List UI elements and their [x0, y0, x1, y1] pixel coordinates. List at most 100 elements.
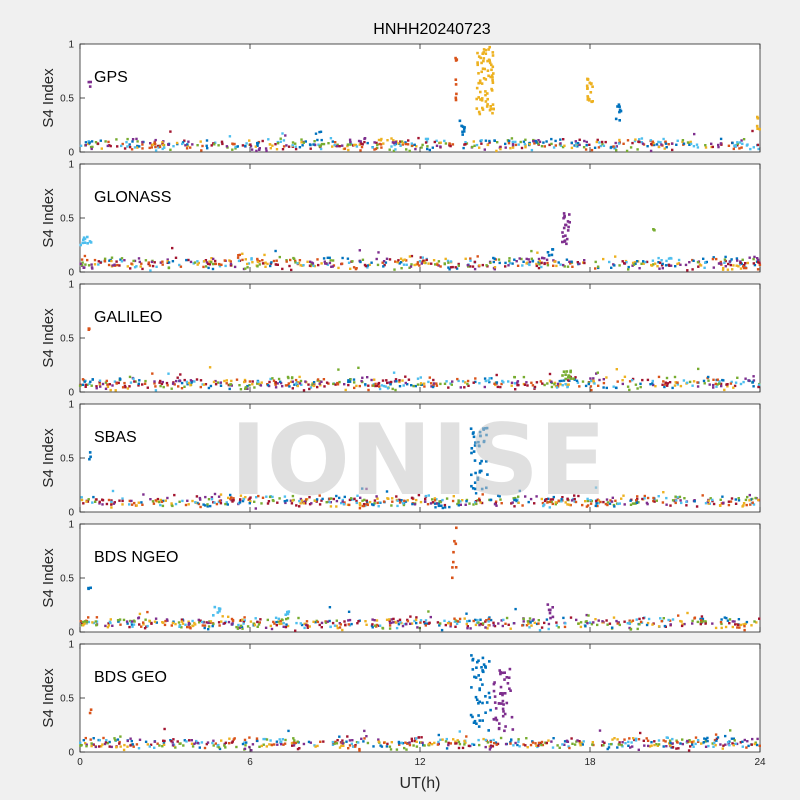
data-point	[362, 503, 366, 506]
data-point	[199, 140, 202, 143]
data-point	[116, 738, 120, 741]
data-point	[223, 744, 226, 747]
data-point	[370, 378, 373, 382]
data-point	[509, 689, 512, 692]
data-point	[614, 146, 617, 149]
data-point	[236, 145, 239, 148]
data-point	[475, 666, 478, 669]
data-point	[269, 264, 272, 268]
data-point	[481, 263, 484, 267]
data-point	[439, 738, 442, 741]
data-point	[472, 619, 475, 623]
data-point	[405, 148, 408, 151]
data-point	[564, 373, 567, 376]
data-point	[484, 139, 488, 142]
data-point	[281, 738, 284, 741]
data-point	[698, 263, 702, 266]
data-point	[431, 498, 434, 501]
data-point	[597, 499, 601, 502]
data-point	[407, 378, 411, 381]
data-point	[726, 741, 730, 744]
data-point	[734, 502, 738, 505]
x-tick-label: 0	[77, 757, 83, 768]
data-point	[566, 220, 570, 223]
data-point	[166, 260, 169, 263]
data-point	[390, 137, 393, 140]
data-point	[345, 740, 348, 743]
data-point	[193, 621, 196, 625]
data-point	[255, 737, 259, 740]
data-point	[641, 497, 644, 501]
data-point	[699, 621, 702, 624]
data-point	[454, 566, 458, 569]
data-point	[651, 623, 654, 626]
data-point	[716, 736, 720, 739]
data-point	[104, 624, 107, 628]
data-point	[208, 366, 212, 369]
data-point	[398, 385, 402, 388]
data-point	[191, 745, 195, 748]
data-point	[616, 380, 619, 383]
data-point	[679, 384, 683, 388]
data-point	[230, 496, 233, 499]
data-point	[169, 148, 172, 151]
data-point	[722, 379, 725, 382]
data-point	[489, 708, 492, 712]
data-point	[482, 427, 485, 430]
data-point	[243, 619, 246, 622]
data-point	[265, 149, 268, 152]
data-point	[377, 251, 380, 254]
data-point	[491, 51, 495, 54]
data-point	[110, 503, 113, 506]
data-point	[722, 501, 725, 504]
data-point	[479, 678, 482, 681]
data-point	[254, 617, 257, 620]
data-point	[604, 502, 608, 506]
data-point	[735, 257, 739, 260]
data-point	[454, 96, 458, 100]
data-point	[540, 261, 543, 265]
data-point	[483, 148, 486, 151]
data-point	[410, 739, 414, 743]
data-point	[751, 737, 754, 741]
panel-label: BDS NGEO	[94, 549, 178, 566]
data-point	[190, 739, 193, 742]
data-point	[704, 146, 708, 149]
data-point	[619, 109, 623, 113]
data-point	[284, 384, 288, 387]
data-point	[635, 501, 639, 504]
data-point	[254, 145, 257, 148]
data-point	[249, 145, 253, 148]
data-point	[733, 739, 736, 742]
data-point	[415, 745, 419, 748]
data-point	[419, 619, 423, 622]
data-point	[153, 620, 157, 623]
data-point	[612, 503, 616, 507]
data-point	[447, 743, 450, 747]
data-point	[596, 371, 599, 374]
data-point	[290, 741, 294, 745]
data-point	[626, 385, 630, 388]
data-point	[474, 377, 477, 380]
data-point	[444, 142, 448, 145]
data-point	[182, 744, 185, 747]
data-point	[521, 504, 524, 507]
data-point	[227, 615, 230, 618]
data-point	[80, 744, 83, 747]
data-point	[417, 136, 420, 140]
data-point	[589, 91, 593, 94]
data-point	[218, 624, 221, 627]
data-point	[583, 259, 586, 262]
data-point	[443, 619, 446, 622]
data-point	[484, 711, 487, 714]
data-point	[296, 747, 300, 751]
data-point	[225, 145, 229, 148]
data-point	[79, 243, 82, 247]
data-point	[474, 623, 478, 627]
data-point	[522, 620, 525, 623]
data-point	[722, 744, 725, 747]
data-point	[304, 623, 308, 627]
data-point	[120, 257, 124, 260]
data-point	[304, 502, 307, 505]
data-point	[241, 144, 245, 147]
